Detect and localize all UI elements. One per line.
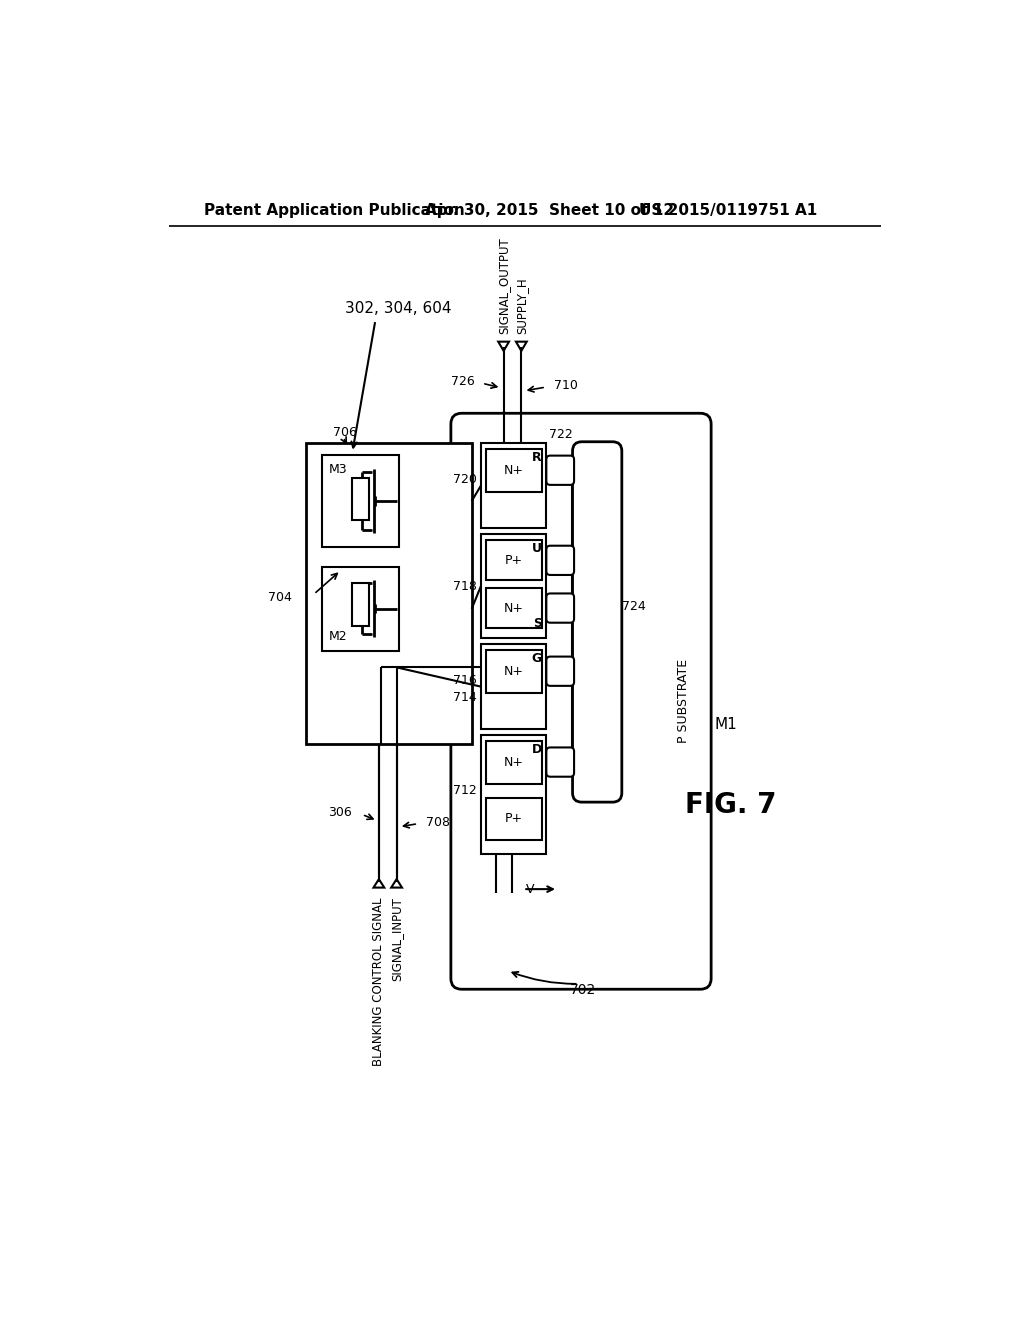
Text: Patent Application Publication: Patent Application Publication xyxy=(204,203,465,218)
Text: M2: M2 xyxy=(330,631,348,644)
Text: US 2015/0119751 A1: US 2015/0119751 A1 xyxy=(639,203,817,218)
Text: 712: 712 xyxy=(454,784,477,797)
Text: 722: 722 xyxy=(549,428,572,441)
FancyBboxPatch shape xyxy=(451,413,711,989)
Bar xyxy=(485,742,542,784)
Text: 716: 716 xyxy=(454,675,477,686)
Text: 714: 714 xyxy=(454,690,477,704)
Text: S: S xyxy=(532,618,542,631)
Bar xyxy=(485,797,542,840)
Text: M3: M3 xyxy=(330,462,348,475)
FancyBboxPatch shape xyxy=(547,455,574,484)
Bar xyxy=(322,566,398,651)
Bar xyxy=(485,449,542,492)
FancyBboxPatch shape xyxy=(547,545,574,576)
Text: P+: P+ xyxy=(505,812,522,825)
Text: M1: M1 xyxy=(714,717,737,731)
Text: 306: 306 xyxy=(328,807,352,820)
Text: SUPPLY_H: SUPPLY_H xyxy=(515,277,527,334)
Text: N+: N+ xyxy=(504,602,523,615)
Bar xyxy=(352,478,370,520)
Text: V: V xyxy=(525,883,535,896)
Text: 724: 724 xyxy=(622,601,645,612)
Text: U: U xyxy=(531,543,542,554)
Bar xyxy=(485,651,542,693)
Bar xyxy=(481,735,547,854)
Text: 302, 304, 604: 302, 304, 604 xyxy=(345,301,452,315)
Bar xyxy=(306,444,472,743)
FancyBboxPatch shape xyxy=(547,594,574,623)
Bar xyxy=(485,589,542,628)
Text: P SUBSTRATE: P SUBSTRATE xyxy=(677,659,690,743)
Text: D: D xyxy=(531,743,542,756)
Text: 720: 720 xyxy=(454,473,477,486)
Text: 704: 704 xyxy=(268,591,292,603)
Text: P+: P+ xyxy=(505,554,522,566)
Text: 718: 718 xyxy=(454,579,477,593)
Bar xyxy=(481,644,547,729)
Text: FIG. 7: FIG. 7 xyxy=(685,791,776,820)
Bar xyxy=(352,583,370,626)
Text: 702: 702 xyxy=(569,983,596,997)
Text: 706: 706 xyxy=(333,426,357,440)
Text: N+: N+ xyxy=(504,665,523,677)
Text: 726: 726 xyxy=(451,375,474,388)
Text: SIGNAL_INPUT: SIGNAL_INPUT xyxy=(390,898,403,982)
Text: R: R xyxy=(532,451,542,465)
FancyBboxPatch shape xyxy=(572,442,622,803)
Text: Apr. 30, 2015  Sheet 10 of 12: Apr. 30, 2015 Sheet 10 of 12 xyxy=(425,203,674,218)
FancyBboxPatch shape xyxy=(547,656,574,686)
Bar xyxy=(481,444,547,528)
Text: 710: 710 xyxy=(554,379,578,392)
Bar xyxy=(485,540,542,581)
Text: N+: N+ xyxy=(504,463,523,477)
Bar xyxy=(322,455,398,548)
Text: SIGNAL_OUTPUT: SIGNAL_OUTPUT xyxy=(497,238,510,334)
Text: BLANKING CONTROL SIGNAL: BLANKING CONTROL SIGNAL xyxy=(373,898,385,1067)
Text: N+: N+ xyxy=(504,755,523,768)
Text: G: G xyxy=(531,652,542,665)
Text: 708: 708 xyxy=(426,816,450,829)
FancyBboxPatch shape xyxy=(547,747,574,776)
Bar xyxy=(481,535,547,638)
